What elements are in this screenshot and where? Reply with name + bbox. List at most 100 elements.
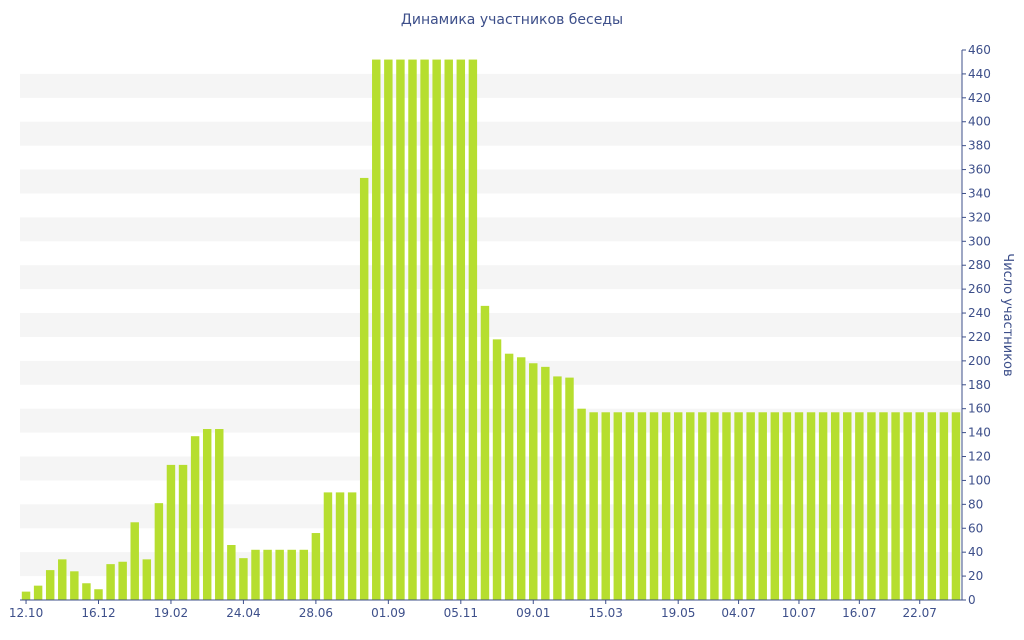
- y-tick-label: 140: [968, 426, 991, 440]
- y-tick-label: 280: [968, 258, 991, 272]
- x-tick-label: 12.10: [9, 606, 43, 620]
- y-tick-label: 60: [968, 521, 983, 535]
- bar: [492, 339, 502, 600]
- bar: [190, 436, 200, 600]
- bar: [939, 412, 949, 600]
- bar: [178, 464, 188, 600]
- x-axis-ticks: 12.10 16.12 19.02 24.04 28.06 01.09 05.11 09.01…: [9, 600, 937, 620]
- y-tick-label: 220: [968, 330, 991, 344]
- x-tick-label: 19.02: [154, 606, 188, 620]
- bar: [806, 412, 816, 600]
- y-tick-label: 360: [968, 163, 991, 177]
- bar: [770, 412, 780, 600]
- bar: [275, 549, 284, 600]
- bar: [239, 558, 248, 600]
- y-tick-label: 20: [968, 569, 983, 583]
- bar: [45, 570, 55, 600]
- bar: [432, 59, 441, 600]
- bar: [311, 533, 321, 600]
- y-tick-label: 100: [968, 473, 991, 487]
- y-tick-label: 40: [968, 545, 983, 559]
- chart-title: Динамика участников беседы: [400, 12, 624, 28]
- y-tick-label: 460: [968, 43, 991, 57]
- bar: [843, 412, 852, 600]
- bar: [335, 492, 345, 600]
- bar: [396, 59, 405, 600]
- bar: [299, 549, 309, 600]
- bar: [541, 366, 550, 600]
- y-axis-ticks: 0 20 40 60 80 100 120 140 160 180 200 220 240 260 280 3…: [962, 43, 991, 607]
- bar: [347, 492, 357, 600]
- bar: [686, 412, 695, 600]
- bar: [746, 412, 755, 600]
- x-tick-label: 24.04: [226, 606, 260, 620]
- x-tick-label: 04.07: [721, 606, 755, 620]
- bar: [649, 412, 659, 600]
- bar: [444, 59, 453, 600]
- y-tick-label: 0: [968, 593, 976, 607]
- y-tick-label: 80: [968, 497, 983, 511]
- grid-band: [20, 121, 962, 146]
- bar: [830, 412, 840, 600]
- bar: [33, 585, 43, 600]
- bar: [565, 377, 574, 600]
- bar: [106, 564, 115, 600]
- bar: [94, 589, 103, 600]
- bar: [855, 412, 864, 600]
- bar-series: [21, 59, 961, 600]
- grid-band: [20, 217, 962, 242]
- bar: [263, 549, 272, 600]
- bar: [70, 571, 79, 600]
- bar: [420, 59, 429, 600]
- bar: [879, 412, 888, 600]
- bar: [359, 177, 369, 600]
- grid-bands: [20, 73, 962, 577]
- bar: [468, 59, 478, 600]
- bar: [637, 412, 647, 600]
- y-tick-label: 200: [968, 354, 991, 368]
- y-axis-title: Число участников: [1000, 253, 1015, 376]
- y-tick-label: 340: [968, 186, 991, 200]
- bar: [625, 412, 635, 600]
- grid-band: [20, 265, 962, 290]
- bar: [927, 412, 937, 600]
- bar: [21, 591, 31, 600]
- grid-band: [20, 73, 962, 98]
- y-tick-label: 180: [968, 378, 991, 392]
- grid-band: [20, 169, 962, 194]
- bar: [154, 503, 164, 600]
- bar: [553, 376, 562, 600]
- bar: [722, 412, 731, 600]
- bar: [142, 559, 152, 600]
- y-tick-label: 240: [968, 306, 991, 320]
- x-tick-label: 15.03: [589, 606, 623, 620]
- bar: [903, 412, 912, 600]
- bar: [673, 412, 683, 600]
- y-tick-label: 300: [968, 234, 991, 248]
- bar: [577, 408, 586, 600]
- bar: [287, 549, 296, 600]
- bar: [782, 412, 792, 600]
- bar: [698, 412, 707, 600]
- bar: [504, 353, 514, 600]
- y-tick-label: 120: [968, 450, 991, 464]
- bar: [82, 583, 91, 600]
- bar: [867, 412, 876, 600]
- x-tick-label: 22.07: [903, 606, 937, 620]
- bar: [202, 429, 212, 600]
- bar: [516, 357, 526, 600]
- bar: [166, 464, 176, 600]
- y-tick-label: 420: [968, 91, 991, 105]
- y-tick-label: 380: [968, 139, 991, 153]
- bar: [891, 412, 900, 600]
- x-tick-label: 01.09: [371, 606, 405, 620]
- grid-band: [20, 313, 962, 337]
- y-tick-label: 320: [968, 210, 991, 224]
- x-tick-label: 05.11: [444, 606, 478, 620]
- x-tick-label: 16.07: [842, 606, 876, 620]
- y-tick-label: 440: [968, 67, 991, 81]
- y-tick-label: 400: [968, 115, 991, 129]
- bar: [227, 545, 236, 600]
